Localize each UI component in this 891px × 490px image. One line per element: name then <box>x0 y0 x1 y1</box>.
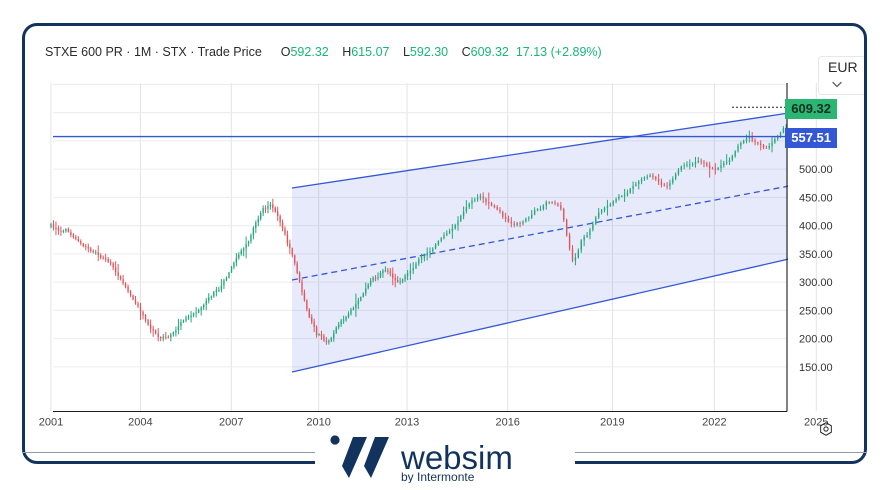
svg-text:450.00: 450.00 <box>799 192 833 204</box>
svg-text:by Intermonte: by Intermonte <box>401 470 475 483</box>
svg-text:350.00: 350.00 <box>799 249 833 261</box>
svg-text:500.00: 500.00 <box>799 164 833 176</box>
svg-text:400.00: 400.00 <box>799 221 833 233</box>
svg-text:250.00: 250.00 <box>799 305 833 317</box>
svg-text:150.00: 150.00 <box>799 362 833 374</box>
svg-text:300.00: 300.00 <box>799 277 833 289</box>
svg-text:200.00: 200.00 <box>799 334 833 346</box>
